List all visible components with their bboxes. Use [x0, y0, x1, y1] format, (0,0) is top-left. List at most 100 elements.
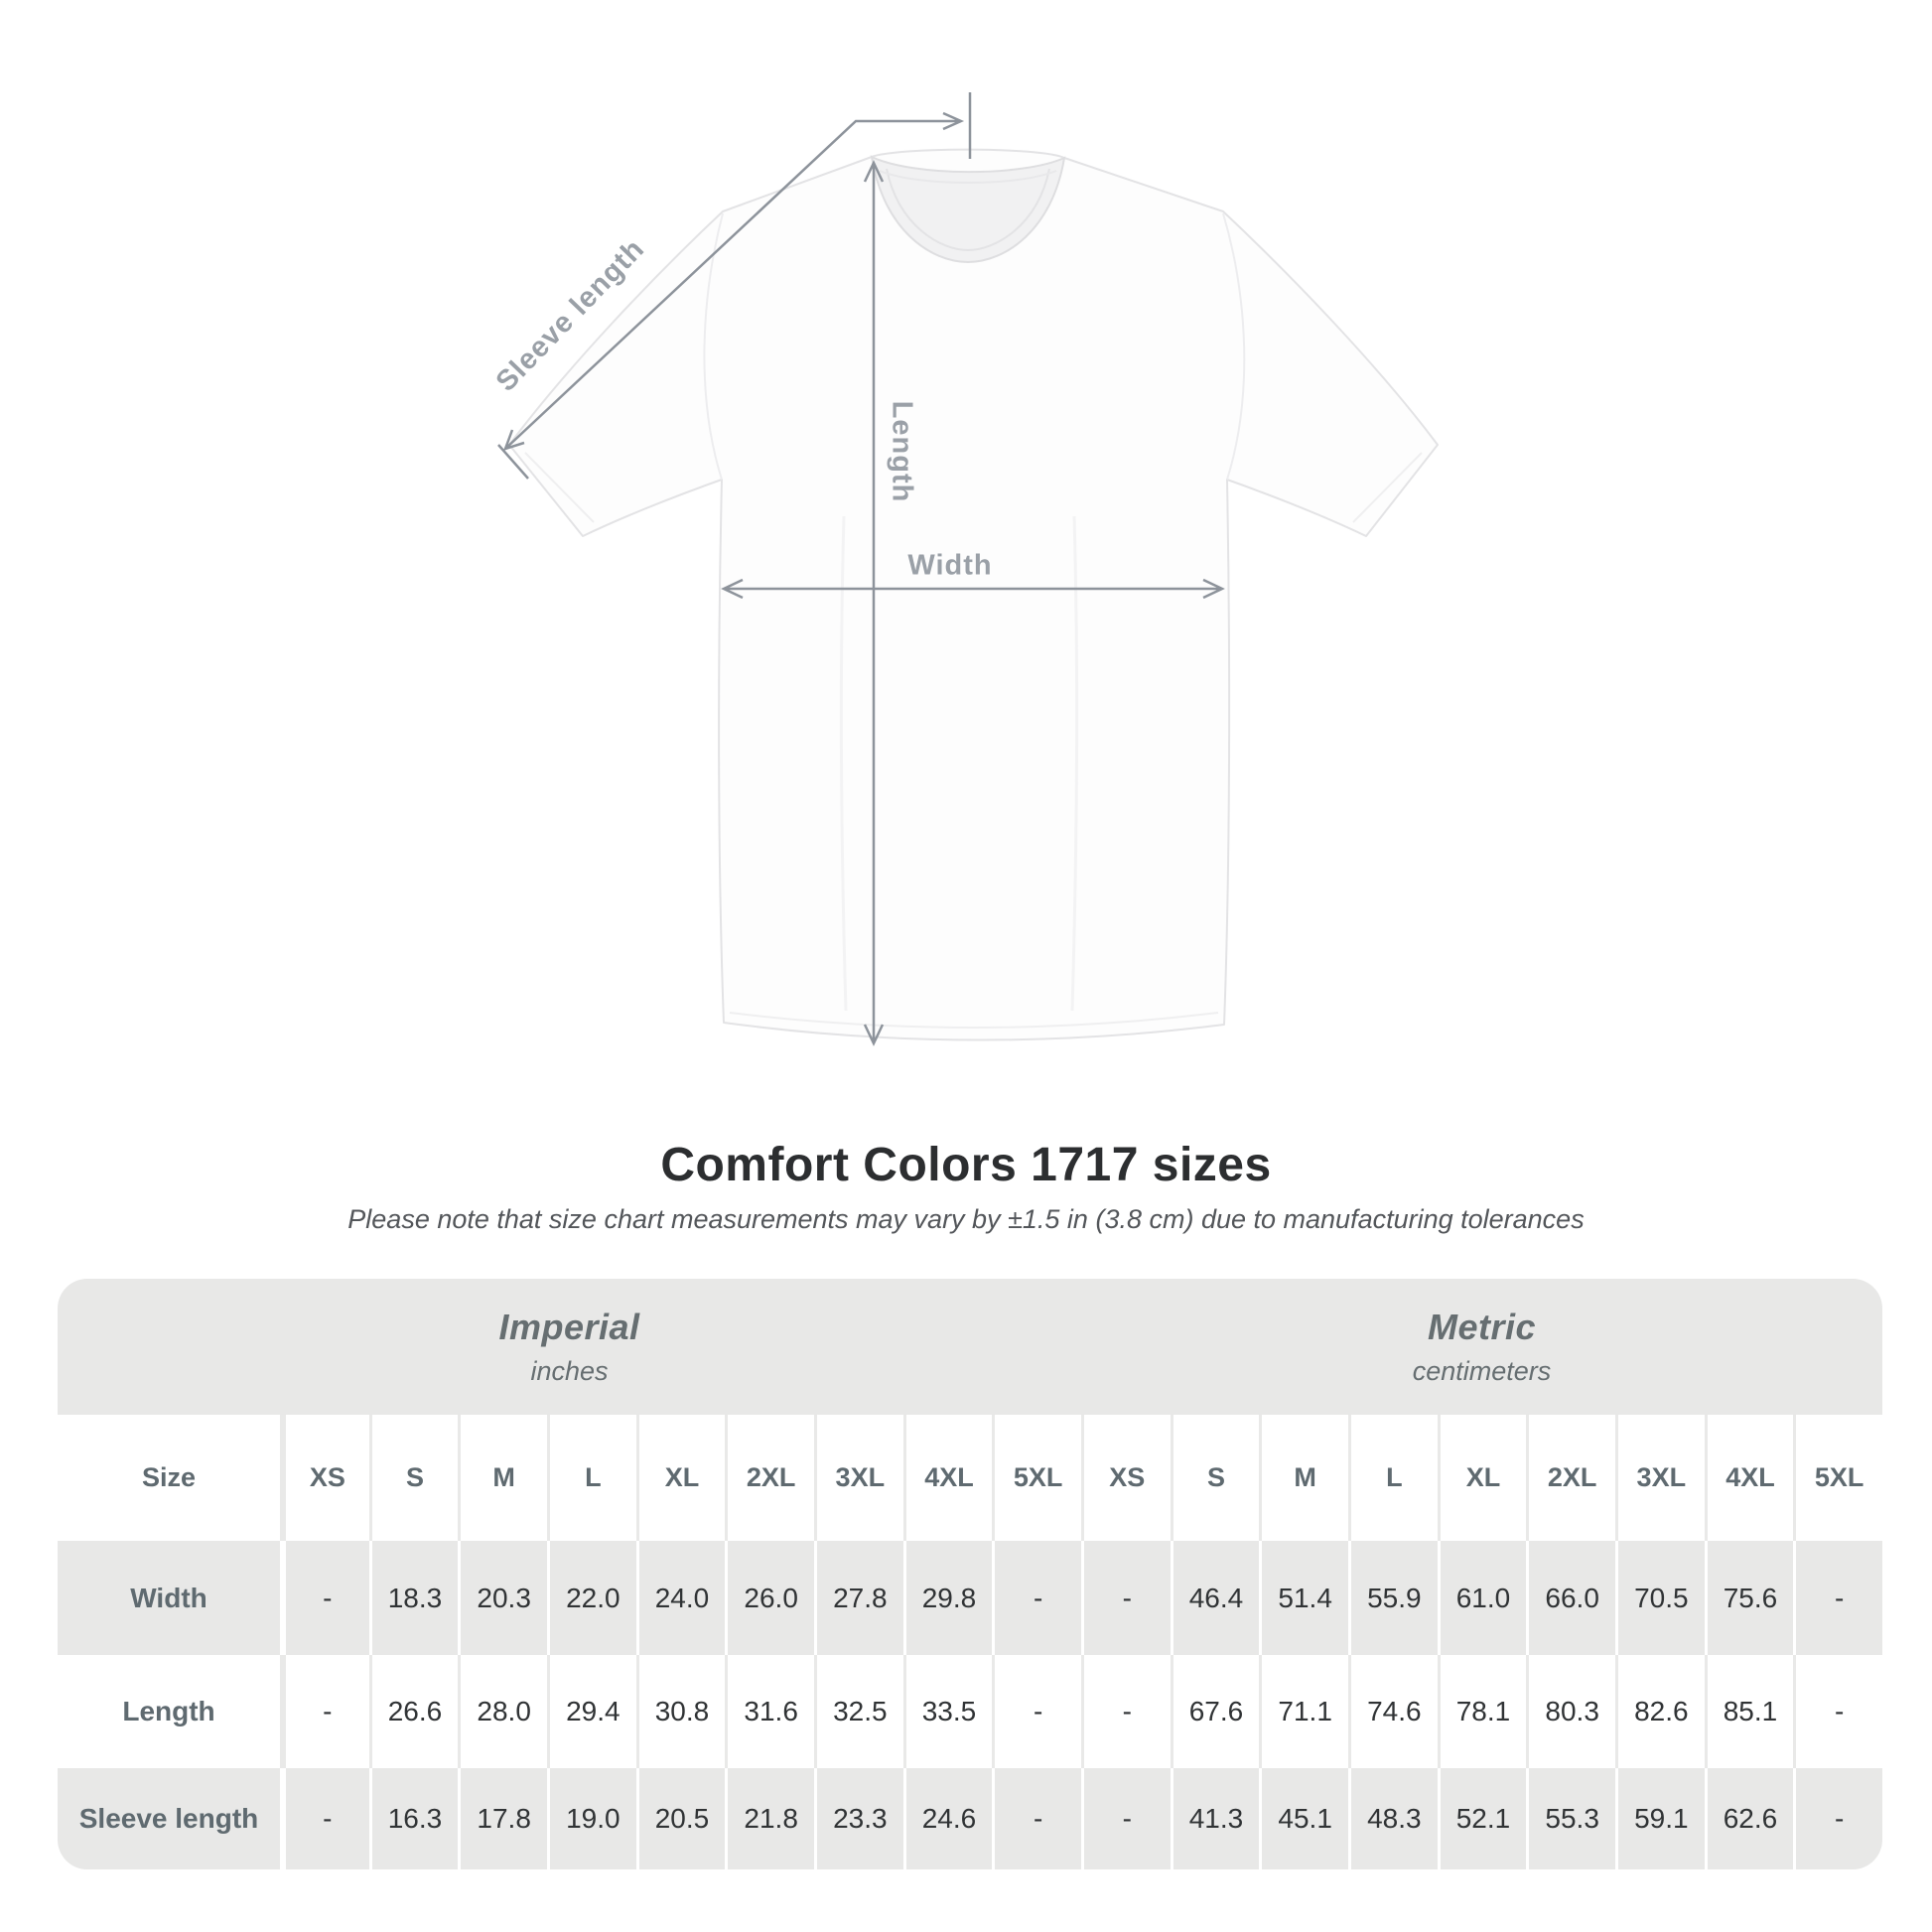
table-cell: 70.5	[1614, 1541, 1705, 1655]
width-label: Width	[907, 549, 993, 582]
column-header: 2XL	[1526, 1415, 1615, 1541]
table-cell: 33.5	[902, 1655, 993, 1768]
table-cell: 21.8	[725, 1768, 814, 1869]
column-header-size: Size	[141, 1462, 197, 1492]
imperial-group-title: Imperial	[498, 1307, 640, 1347]
table-cell: 67.6	[1170, 1655, 1260, 1768]
page-subtitle: Please note that size chart measurements…	[347, 1204, 1585, 1234]
row-label-length: Length	[122, 1696, 215, 1726]
table-cell: 24.6	[902, 1768, 993, 1869]
table-cell: 29.4	[546, 1655, 636, 1768]
length-label: Length	[886, 400, 918, 503]
page-title: Comfort Colors 1717 sizes	[660, 1139, 1272, 1191]
table-cell: 71.1	[1259, 1655, 1348, 1768]
table-cell: 61.0	[1437, 1541, 1527, 1655]
table-cell: -	[992, 1655, 1081, 1768]
column-header: 4XL	[1704, 1415, 1794, 1541]
collar-ribbing	[886, 168, 1050, 252]
measurement-arrows	[497, 92, 1225, 1046]
metric-group-title: Metric	[1427, 1307, 1537, 1347]
table-cell: 82.6	[1614, 1655, 1705, 1768]
table-cell: 48.3	[1347, 1768, 1438, 1869]
table-cell: 80.3	[1526, 1655, 1615, 1768]
table-header-row: Size XS S M L XL 2XL 3XL 4XL 5XL XS S M …	[58, 1415, 1882, 1541]
size-table: Imperial inches Metric centimeters Size …	[58, 1279, 1882, 1869]
table-cell: 85.1	[1704, 1655, 1794, 1768]
table-cell: 62.6	[1704, 1768, 1794, 1869]
collar-stitching	[879, 170, 1057, 184]
table-cell: -	[280, 1768, 369, 1869]
hem-stitching	[524, 452, 1423, 1029]
table-cell: 78.1	[1437, 1655, 1527, 1768]
table-cell: 23.3	[813, 1768, 903, 1869]
table-cell: 51.4	[1259, 1541, 1348, 1655]
table-cell: -	[1080, 1655, 1171, 1768]
column-header: L	[1347, 1415, 1438, 1541]
table-cell: 59.1	[1614, 1768, 1705, 1869]
table-cell: 66.0	[1526, 1541, 1615, 1655]
table-cell: 45.1	[1259, 1768, 1348, 1869]
table-cell: 20.3	[458, 1541, 547, 1655]
table-cell: -	[992, 1541, 1081, 1655]
table-cell: 28.0	[458, 1655, 547, 1768]
table-cell: -	[1080, 1768, 1171, 1869]
column-header: XL	[1437, 1415, 1527, 1541]
tshirt-measurement-diagram: Sleeve length Length Width	[490, 92, 1439, 1046]
table-cell: 74.6	[1347, 1655, 1438, 1768]
table-cell: 55.9	[1347, 1541, 1438, 1655]
table-cell: 20.5	[635, 1768, 726, 1869]
table-cell: -	[1793, 1655, 1882, 1768]
sleeve-seams	[703, 212, 1246, 481]
column-header: M	[458, 1415, 547, 1541]
column-header: XS	[1080, 1415, 1171, 1541]
column-header: L	[546, 1415, 636, 1541]
column-header: XS	[280, 1415, 369, 1541]
table-cell: -	[1793, 1768, 1882, 1869]
column-header: 5XL	[1793, 1415, 1882, 1541]
column-header: 3XL	[1614, 1415, 1705, 1541]
row-label-width: Width	[130, 1582, 207, 1613]
column-header: S	[1170, 1415, 1260, 1541]
length-arrow	[863, 160, 885, 1046]
column-header: XL	[635, 1415, 726, 1541]
table-cell: 26.6	[368, 1655, 459, 1768]
table-cell: -	[992, 1768, 1081, 1869]
collar-opening	[870, 155, 1066, 264]
table-cell: -	[280, 1655, 369, 1768]
table-cell: 31.6	[725, 1655, 814, 1768]
column-header: 3XL	[813, 1415, 903, 1541]
table-cell: -	[1080, 1541, 1171, 1655]
row-label-sleeve-length: Sleeve length	[78, 1803, 259, 1834]
table-cell: -	[280, 1541, 369, 1655]
table-cell: 32.5	[813, 1655, 903, 1768]
table-cell: 52.1	[1437, 1768, 1527, 1869]
metric-group-header: Metric centimeters	[1081, 1279, 1882, 1415]
imperial-group-header: Imperial inches	[58, 1279, 1081, 1415]
tshirt-outline	[508, 148, 1439, 1041]
column-header: S	[368, 1415, 459, 1541]
tshirt-illustration	[497, 92, 1439, 1046]
column-header: 5XL	[992, 1415, 1081, 1541]
table-cell: 29.8	[902, 1541, 993, 1655]
unit-group-banner: Imperial inches Metric centimeters	[58, 1279, 1882, 1415]
table-row-length: Length - 26.6 28.0 29.4 30.8 31.6 32.5 3…	[58, 1655, 1882, 1768]
column-header: M	[1259, 1415, 1348, 1541]
column-header: 2XL	[725, 1415, 814, 1541]
table-cell: 27.8	[813, 1541, 903, 1655]
table-cell: -	[1793, 1541, 1882, 1655]
table-cell: 55.3	[1526, 1768, 1615, 1869]
table-cell: 17.8	[458, 1768, 547, 1869]
imperial-group-unit: inches	[530, 1356, 609, 1386]
width-arrow	[721, 578, 1225, 600]
table-cell: 16.3	[368, 1768, 459, 1869]
table-cell: 26.0	[725, 1541, 814, 1655]
table-cell: 30.8	[635, 1655, 726, 1768]
table-cell: 22.0	[546, 1541, 636, 1655]
table-cell: 18.3	[368, 1541, 459, 1655]
table-row-width: Width - 18.3 20.3 22.0 24.0 26.0 27.8 29…	[58, 1541, 1882, 1655]
table-cell: 41.3	[1170, 1768, 1260, 1869]
table-cell: 19.0	[546, 1768, 636, 1869]
table-cell: 24.0	[635, 1541, 726, 1655]
table-row-sleeve-length: Sleeve length - 16.3 17.8 19.0 20.5 21.8…	[58, 1768, 1882, 1869]
metric-group-unit: centimeters	[1412, 1356, 1552, 1386]
